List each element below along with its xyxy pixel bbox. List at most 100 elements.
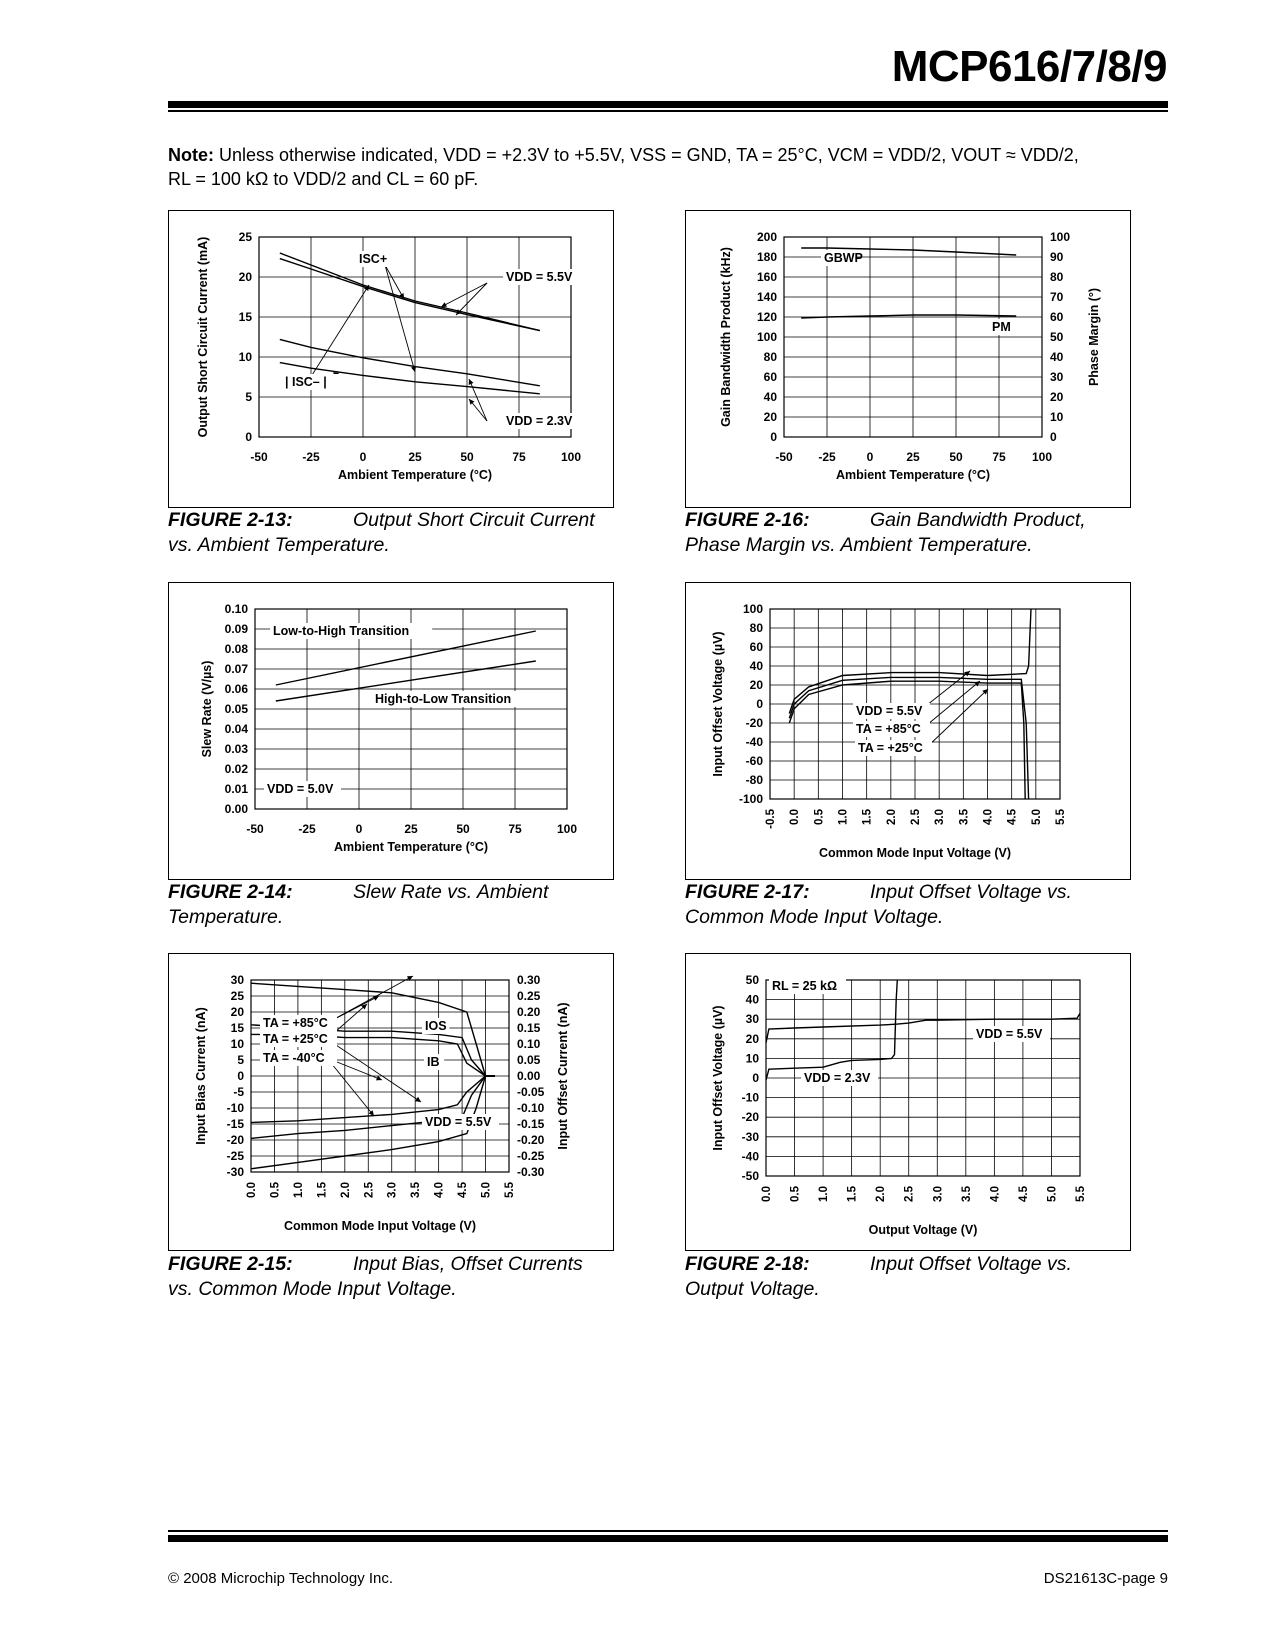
y-tick-label: -20 bbox=[746, 716, 764, 730]
chart-panel-2-17: -0.5 0.0 0.5 1.0 1.5 2.0 2.5 3.0 3.5 4.0 4.5 5.0 5.5… bbox=[685, 582, 1131, 880]
x-tick-label: 0.0 bbox=[246, 1182, 258, 1198]
annotation-label: High-to-Low Transition bbox=[375, 692, 511, 706]
arrow-head bbox=[363, 285, 369, 291]
y-tick-label: 30 bbox=[231, 973, 245, 987]
caption-text: Slew Rate vs. Ambient bbox=[353, 881, 549, 903]
annotation-bg bbox=[973, 1026, 1050, 1042]
x-tick-label: 25 bbox=[906, 450, 920, 464]
annotation-label: ISC+ bbox=[359, 252, 387, 266]
y-tick-label: 10 bbox=[746, 1051, 760, 1065]
note-line-1: Unless otherwise indicated, VDD = +2.3V … bbox=[219, 145, 1079, 165]
note-line-2: RL = 100 kΩ to VDD/2 and CL = 60 pF. bbox=[168, 169, 479, 189]
x-tick-label: 0.5 bbox=[813, 808, 825, 825]
y2-tick-label: 0.10 bbox=[517, 1037, 541, 1051]
annotation-arrow bbox=[440, 282, 488, 308]
x-tick-label: 5.0 bbox=[1046, 1186, 1058, 1202]
y-tick-label: 0 bbox=[752, 1071, 759, 1085]
arrow-head bbox=[361, 1004, 367, 1010]
arrow-head bbox=[982, 689, 988, 695]
figure-caption: FIGURE 2-15: Input Bias, Offset Currents v… bbox=[168, 1252, 638, 1302]
footer-rule-thick bbox=[168, 1535, 1168, 1542]
chart-2-14: -50 -25 0 25 50 75 100 0.00 0.01 0.02 0.03 0.04 0.05… bbox=[200, 602, 577, 854]
annotation-label: VDD = 5.5V bbox=[506, 270, 573, 284]
annotation-bg bbox=[372, 691, 535, 707]
y-tick-label: 25 bbox=[231, 989, 245, 1003]
arrow-head bbox=[468, 379, 474, 385]
x-tick-label: 3.0 bbox=[932, 1186, 944, 1202]
figure-number: FIGURE 2-14: bbox=[168, 881, 293, 903]
annotation-bg bbox=[853, 703, 930, 719]
annotation-bg bbox=[264, 781, 341, 797]
y-tick-label: 0 bbox=[756, 697, 763, 711]
annotation-bg bbox=[282, 374, 345, 390]
x-tick-label: 4.0 bbox=[434, 1182, 446, 1198]
x-tick-label: -25 bbox=[302, 450, 320, 464]
annotation-bg bbox=[855, 740, 932, 756]
y-tick-label: 0.05 bbox=[225, 702, 249, 716]
y-tick-label: -30 bbox=[227, 1165, 245, 1179]
y-tick-label: -15 bbox=[227, 1117, 245, 1131]
annotation-arrow bbox=[306, 284, 370, 384]
annotation-arrow bbox=[326, 1038, 422, 1103]
x-axis-title: Output Voltage (V) bbox=[869, 1223, 978, 1237]
x-tick-label: 5.5 bbox=[504, 1181, 516, 1198]
figure-caption: FIGURE 2-17: Input Offset Voltage vs. Comm… bbox=[685, 880, 1155, 930]
figure-caption: FIGURE 2-14: Slew Rate vs. Ambient Tempera… bbox=[168, 880, 638, 930]
y-axis-title: Gain Bandwidth Product (kHz) bbox=[719, 247, 733, 427]
series-line bbox=[788, 608, 1032, 714]
arrow-head bbox=[376, 1075, 382, 1081]
series-line bbox=[765, 979, 898, 1081]
x-tick-label: 3.5 bbox=[961, 1185, 973, 1202]
x-tick-label: 0.0 bbox=[761, 1186, 773, 1202]
annotation-label: VDD = 2.3V bbox=[804, 1071, 871, 1085]
caption-text: Output Short Circuit Current bbox=[353, 509, 595, 531]
x-tick-label: 100 bbox=[1032, 450, 1052, 464]
arrow-head bbox=[456, 309, 462, 315]
x-tick-label: 2.5 bbox=[904, 1185, 916, 1202]
y-tick-label: -40 bbox=[746, 735, 764, 749]
y-tick-label: -10 bbox=[227, 1101, 245, 1115]
y-tick-label: 30 bbox=[746, 1012, 760, 1026]
y2-tick-label: 100 bbox=[1050, 230, 1070, 244]
arrow-head bbox=[415, 1096, 421, 1102]
y-tick-label: 120 bbox=[757, 310, 777, 324]
annotation-arrow bbox=[921, 670, 971, 710]
footer-copyright: © 2008 Microchip Technology Inc. bbox=[168, 1570, 394, 1587]
chart-panel-2-16: -50 -25 0 25 50 75 100 0 20 40 60 80 100 120 140 160 180… bbox=[685, 210, 1131, 508]
y-axis-title: Slew Rate (V/µs) bbox=[200, 661, 214, 758]
chart-panel-2-13: -50 -25 0 25 50 75 100 0 5 10 15 20 25 Ambient Temper… bbox=[168, 210, 614, 508]
annotation-label: VDD = 5.5V bbox=[976, 1027, 1043, 1041]
y-tick-label: 0.03 bbox=[225, 742, 249, 756]
y-tick-label: 15 bbox=[239, 310, 253, 324]
y-tick-label: -5 bbox=[233, 1085, 244, 1099]
annotation-arrow bbox=[384, 264, 405, 300]
y-tick-label: -60 bbox=[746, 754, 764, 768]
arrow-head bbox=[373, 996, 379, 1001]
caption-text: Phase Margin vs. Ambient Temperature. bbox=[685, 534, 1033, 556]
annotation-arrow bbox=[921, 680, 981, 730]
annotation-label: RL = 25 kΩ bbox=[772, 979, 837, 993]
arrow-head bbox=[441, 302, 447, 307]
y2-tick-label: 90 bbox=[1050, 250, 1064, 264]
y-tick-label: 0.04 bbox=[225, 722, 249, 736]
arrow-head bbox=[399, 293, 404, 299]
y-tick-label: 25 bbox=[239, 230, 253, 244]
x-tick-label: 2.0 bbox=[875, 1186, 887, 1202]
y-tick-label: 40 bbox=[746, 993, 760, 1007]
x-tick-label: 2.5 bbox=[363, 1181, 375, 1198]
figure-number: FIGURE 2-16: bbox=[685, 509, 810, 531]
arrow-head bbox=[368, 1110, 374, 1116]
y-tick-label: 0.10 bbox=[225, 602, 249, 616]
x-tick-label: 1.5 bbox=[316, 1181, 328, 1198]
x-tick-label: 1.0 bbox=[838, 809, 850, 825]
annotation-bg bbox=[424, 1054, 445, 1070]
y-tick-label: 0.01 bbox=[225, 782, 249, 796]
series-line bbox=[279, 361, 540, 395]
y-tick-label: 0.00 bbox=[225, 802, 249, 816]
y-tick-label: -40 bbox=[742, 1149, 760, 1163]
x-tick-label: 2.0 bbox=[886, 809, 898, 825]
series-line bbox=[250, 982, 495, 1077]
y2-tick-label: -0.25 bbox=[517, 1149, 545, 1163]
y2-tick-label: 60 bbox=[1050, 310, 1064, 324]
annotation-bg bbox=[260, 1031, 337, 1047]
